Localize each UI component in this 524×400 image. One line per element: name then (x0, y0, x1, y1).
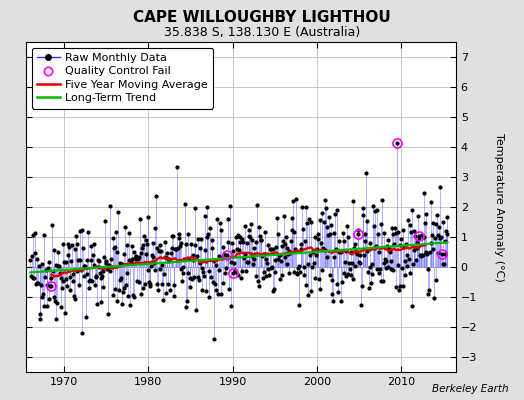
Legend: Raw Monthly Data, Quality Control Fail, Five Year Moving Average, Long-Term Tren: Raw Monthly Data, Quality Control Fail, … (32, 48, 213, 109)
Text: 35.838 S, 138.130 E (Australia): 35.838 S, 138.130 E (Australia) (164, 26, 360, 39)
Text: CAPE WILLOUGHBY LIGHTHOU: CAPE WILLOUGHBY LIGHTHOU (133, 10, 391, 25)
Y-axis label: Temperature Anomaly (°C): Temperature Anomaly (°C) (494, 133, 504, 281)
Text: Berkeley Earth: Berkeley Earth (432, 384, 508, 394)
